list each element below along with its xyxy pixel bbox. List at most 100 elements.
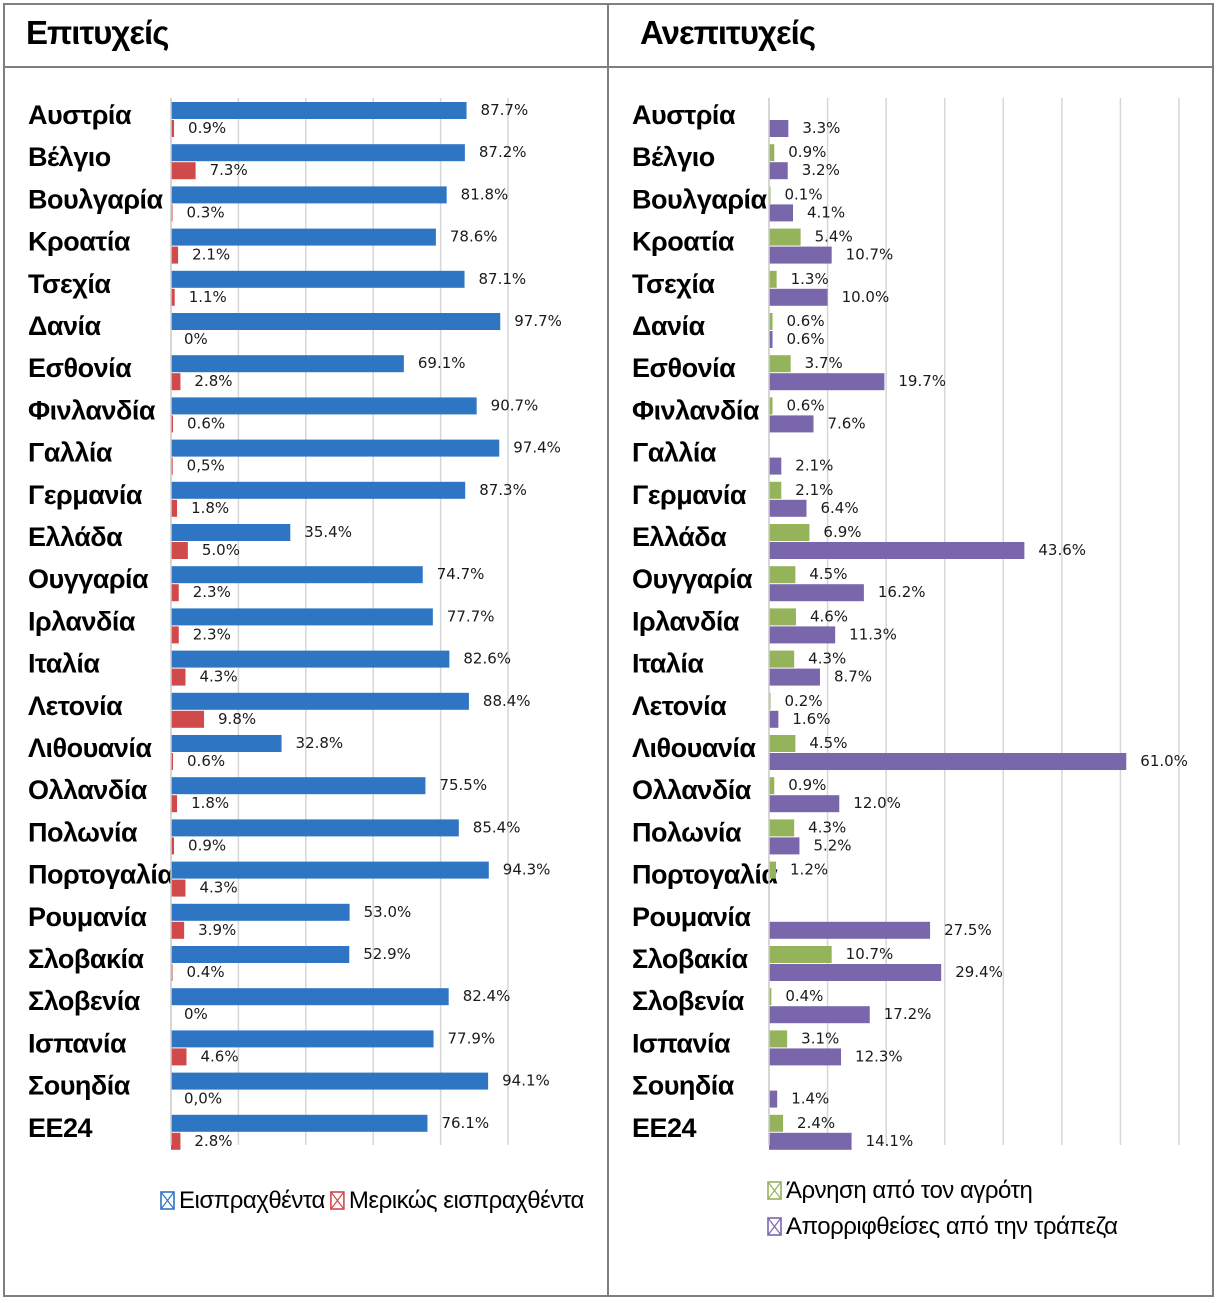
data-label: 82.6% (463, 650, 511, 668)
bar-bank-rejected (769, 1006, 870, 1024)
legend-swatch-hatch (330, 1191, 345, 1210)
data-label: 10.7% (846, 246, 894, 264)
bar-partially-collected (171, 795, 178, 813)
category-label: Ισπανία (632, 1028, 731, 1058)
category-label: Πολωνία (28, 817, 138, 847)
bar-bank-rejected (769, 710, 779, 728)
category-label: Λετονία (632, 691, 727, 721)
bar-partially-collected (171, 162, 196, 180)
bar-bank-rejected (769, 668, 820, 686)
legend-item-bank-rejected: Απορριφθείσες από την τράπεζα (767, 1213, 1119, 1240)
bar-farmer-refusal (769, 144, 775, 162)
bar-bank-rejected (769, 626, 836, 644)
category-label: Ιταλία (632, 649, 704, 679)
legend-swatch-hatch (767, 1181, 782, 1200)
bar-collected (171, 439, 500, 457)
bar-collected (171, 988, 449, 1006)
data-label: 4.5% (809, 565, 847, 583)
bar-partially-collected (171, 1132, 181, 1150)
data-label: 97.4% (513, 439, 561, 457)
bar-bank-rejected (769, 753, 1127, 770)
bar-bank-rejected (769, 499, 807, 517)
bar-partially-collected (171, 499, 178, 517)
legend-label: Άρνηση από τον αγρότη (786, 1177, 1032, 1204)
data-label: 2.1% (795, 481, 833, 499)
data-label: 1.8% (191, 794, 229, 812)
data-label: 85.4% (473, 818, 521, 836)
category-label: Φινλανδία (28, 395, 156, 425)
legend-swatch-hatch (160, 1191, 175, 1210)
data-label: 6.4% (820, 499, 858, 517)
data-label: 2.4% (797, 1114, 835, 1132)
legend-swatch (767, 1181, 782, 1200)
data-label: 12.3% (855, 1047, 903, 1065)
bar-partially-collected (171, 288, 175, 306)
data-label: 35.4% (304, 523, 352, 541)
category-label: Ουγγαρία (632, 564, 753, 594)
data-label: 0.3% (187, 203, 225, 221)
bar-farmer-refusal (769, 566, 796, 584)
data-label: 77.7% (447, 607, 495, 625)
bar-farmer-refusal (769, 313, 773, 330)
category-label: Τσεχία (28, 269, 111, 299)
data-label: 76.1% (441, 1114, 489, 1132)
data-label: 87.2% (479, 143, 527, 161)
category-label: Εσθονία (632, 353, 736, 383)
category-label: Ελλάδα (632, 522, 727, 552)
bar-bank-rejected (769, 837, 800, 855)
data-label: 1.1% (189, 288, 227, 306)
category-label: Βουλγαρία (632, 184, 768, 214)
bar-farmer-refusal (769, 270, 777, 288)
category-label: Σουηδία (28, 1071, 131, 1101)
category-label: Βέλγιο (28, 142, 111, 172)
data-label: 19.7% (898, 372, 946, 390)
category-label: ΕΕ24 (632, 1113, 697, 1143)
data-label: 17.2% (884, 1005, 932, 1023)
legend-swatch-hatch (767, 1217, 782, 1236)
bar-partially-collected (171, 710, 205, 728)
category-label: Δανία (28, 311, 102, 341)
legend-item-partially-collected: Μερικώς εισπραχθέντα (330, 1187, 585, 1214)
data-label: 7.3% (210, 161, 248, 179)
bar-partially-collected (171, 457, 173, 475)
category-label: Βουλγαρία (28, 184, 164, 214)
category-label: Σλοβακία (632, 944, 749, 974)
data-label: 0.9% (188, 836, 226, 854)
data-label: 82.4% (463, 987, 511, 1005)
bar-collected (171, 186, 447, 204)
category-label: Λιθουανία (28, 733, 152, 763)
data-label: 2.8% (194, 372, 232, 390)
data-label: 0% (184, 1005, 208, 1023)
bar-farmer-refusal (769, 355, 791, 373)
bar-farmer-refusal (769, 397, 773, 415)
data-label: 90.7% (491, 396, 539, 414)
bar-farmer-refusal (769, 735, 796, 752)
category-label: Ουγγαρία (28, 564, 149, 594)
category-label: Γερμανία (28, 480, 143, 510)
bar-collected (171, 397, 477, 415)
category-label: Ρουμανία (28, 902, 147, 932)
legend-label: Απορριφθείσες από την τράπεζα (786, 1213, 1118, 1240)
category-label: Γαλλία (28, 438, 113, 468)
bar-bank-rejected (769, 246, 832, 264)
data-label: 94.3% (503, 861, 551, 879)
category-label: Ολλανδία (632, 775, 752, 805)
category-label: Πορτογαλία (28, 860, 174, 890)
bar-bank-rejected (769, 373, 885, 391)
bar-farmer-refusal (769, 1114, 784, 1132)
bar-bank-rejected (769, 1090, 778, 1108)
bar-partially-collected (171, 1048, 187, 1066)
data-label: 11.3% (849, 625, 897, 643)
bar-bank-rejected (769, 921, 931, 939)
data-label: 3.7% (805, 354, 843, 372)
category-label: Κροατία (28, 227, 131, 257)
data-label: 4.3% (199, 668, 237, 686)
data-label: 0.6% (787, 396, 825, 414)
bar-partially-collected (171, 668, 186, 686)
data-label: 4.6% (810, 607, 848, 625)
legend-label: Εισπραχθέντα (179, 1187, 326, 1214)
category-label: Δανία (632, 311, 706, 341)
category-label: Γερμανία (632, 480, 747, 510)
data-label: 61.0% (1140, 752, 1188, 770)
category-label: Ρουμανία (632, 902, 751, 932)
